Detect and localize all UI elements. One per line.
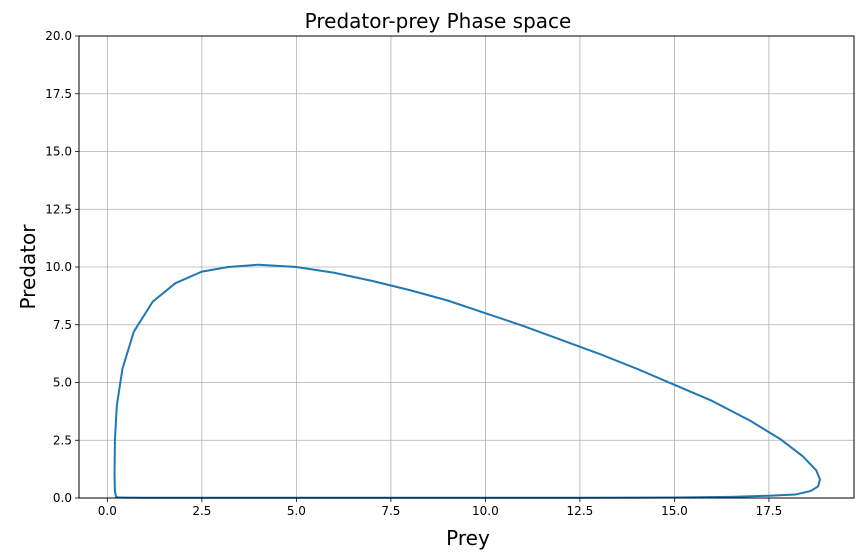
y-tick-label: 2.5 [53,433,72,447]
y-tick-label: 12.5 [45,202,72,216]
x-axis-label: Prey [446,526,490,550]
chart-title: Predator-prey Phase space [305,9,572,33]
x-tick-label: 17.5 [756,504,783,518]
y-tick-label: 0.0 [53,491,72,505]
x-tick-label: 10.0 [472,504,499,518]
y-tick-label: 5.0 [53,376,72,390]
x-tick-label: 15.0 [661,504,688,518]
x-tick-label: 12.5 [567,504,594,518]
x-tick-label: 2.5 [192,504,211,518]
y-tick-label: 20.0 [45,29,72,43]
x-tick-label: 5.0 [287,504,306,518]
y-tick-label: 15.0 [45,145,72,159]
x-tick-label: 7.5 [381,504,400,518]
y-tick-label: 17.5 [45,87,72,101]
x-tick-label: 0.0 [98,504,117,518]
y-tick-label: 10.0 [45,260,72,274]
y-tick-label: 7.5 [53,318,72,332]
y-axis-label: Predator [16,224,40,310]
y-axis: 0.0 2.5 5.0 7.5 10.0 12.5 15.0 17.5 20.0 [45,29,79,505]
x-axis: 0.0 2.5 5.0 7.5 10.0 12.5 15.0 17.5 [98,498,782,518]
